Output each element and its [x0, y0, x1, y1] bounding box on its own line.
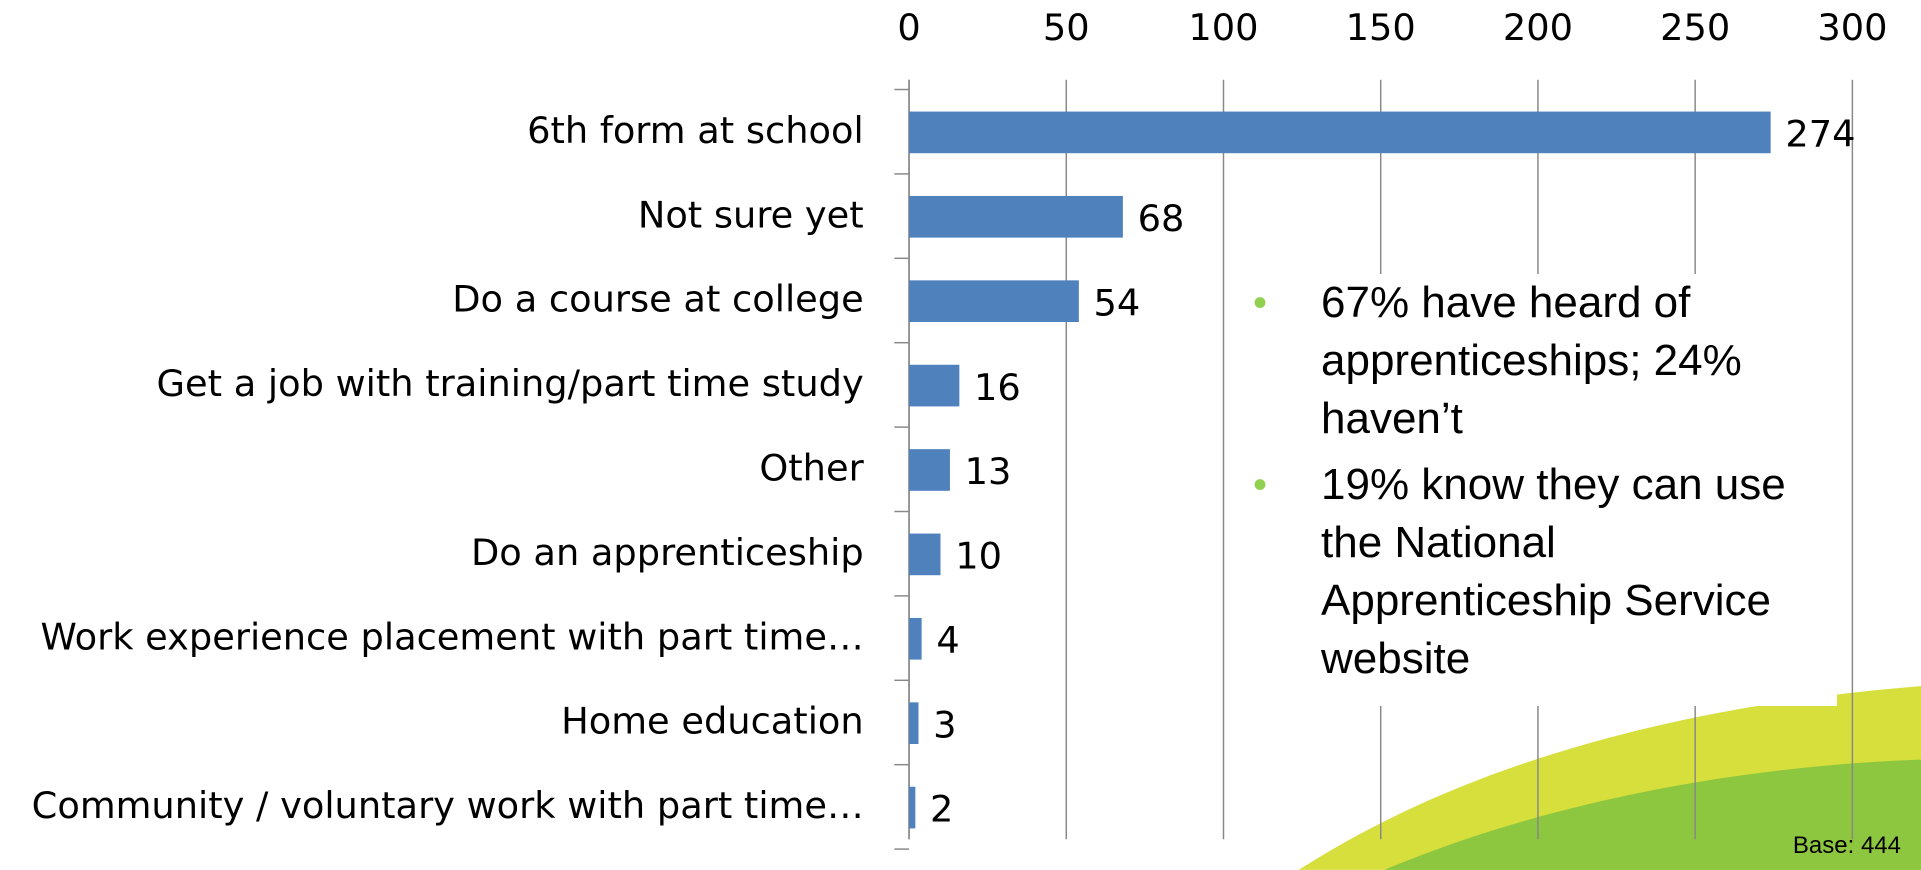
bar	[909, 112, 1771, 154]
y-tick-label: Get a job with training/part time study	[157, 362, 864, 405]
y-tick-label: Not sure yet	[638, 193, 864, 236]
bar	[909, 196, 1123, 238]
bar	[909, 449, 950, 491]
page: 0 50 100 150 200 250 300 6th form at school 274 N…	[0, 0, 1921, 870]
x-tick-label: 250	[1660, 6, 1730, 49]
bar	[909, 618, 922, 660]
value-label: 16	[974, 366, 1021, 409]
y-tick-label: Do an apprenticeship	[471, 531, 864, 574]
bar	[909, 702, 918, 744]
value-label: 10	[955, 535, 1002, 578]
value-label: 2	[930, 788, 953, 831]
note: Base: 444	[1793, 832, 1901, 860]
y-tick-label: Home education	[561, 700, 864, 743]
x-tick-label: 150	[1346, 6, 1416, 49]
bar	[909, 365, 959, 407]
annotation: 19% know they can use the National Appre…	[1237, 456, 1801, 688]
bar	[909, 280, 1079, 322]
annotations: 67% have heard of apprenticeships; 24% h…	[1237, 274, 1837, 706]
y-tick-label: 6th form at school	[527, 109, 864, 152]
bar	[909, 534, 940, 576]
value-label: 3	[933, 703, 956, 746]
y-tick-label: Do a course at college	[452, 278, 863, 321]
value-label: 4	[936, 619, 959, 662]
x-tick-label: 0	[897, 6, 920, 49]
y-tick-label: Community / voluntary work with part tim…	[32, 784, 864, 827]
x-tick-label: 200	[1503, 6, 1573, 49]
value-label: 274	[1785, 113, 1855, 156]
x-tick-label: 300	[1817, 6, 1887, 49]
value-label: 54	[1094, 281, 1141, 324]
x-tick-label: 100	[1188, 6, 1258, 49]
y-tick-label: Work experience placement with part time…	[40, 615, 863, 658]
annotation: 67% have heard of apprenticeships; 24% h…	[1237, 274, 1801, 448]
value-label: 68	[1138, 197, 1185, 240]
y-tick-label: Other	[759, 446, 864, 489]
bar	[909, 787, 915, 829]
x-tick-label: 50	[1043, 6, 1090, 49]
value-label: 13	[965, 450, 1012, 493]
